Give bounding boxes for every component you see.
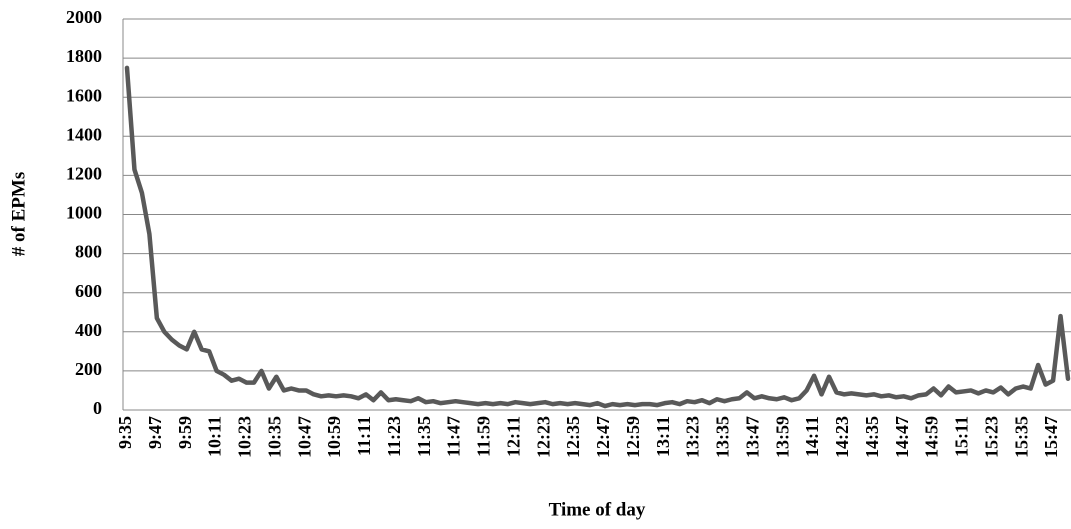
x-tick-label: 10:23 <box>235 416 255 458</box>
x-tick-label: 15:47 <box>1041 416 1061 458</box>
x-tick-label: 13:59 <box>772 416 792 458</box>
x-tick-label: 14:59 <box>922 416 942 458</box>
x-tick-label: 14:23 <box>832 416 852 458</box>
x-tick-label: 10:59 <box>324 416 344 458</box>
x-tick-label: 14:35 <box>862 416 882 458</box>
x-tick-label: 15:35 <box>1011 416 1031 458</box>
data-line <box>124 65 1071 409</box>
y-tick-label: 600 <box>75 281 102 301</box>
x-tick-label: 12:59 <box>623 416 643 458</box>
x-tick-label: 15:23 <box>981 416 1001 458</box>
x-tick-label: 11:47 <box>444 416 464 457</box>
y-tick-label: 1200 <box>66 164 102 184</box>
y-tick-label: 1000 <box>66 203 102 223</box>
x-tick-label: 9:47 <box>145 416 165 449</box>
x-tick-label: 9:35 <box>115 416 135 449</box>
x-tick-label: 13:11 <box>653 416 673 457</box>
x-tick-label: 9:59 <box>175 416 195 449</box>
y-tick-label: 1600 <box>66 85 102 105</box>
x-tick-label: 13:47 <box>742 416 762 458</box>
x-tick-label: 12:23 <box>533 416 553 458</box>
x-tick-label: 11:11 <box>354 416 374 456</box>
x-tick-label: 14:47 <box>892 416 912 458</box>
x-tick-label: 12:35 <box>563 416 583 458</box>
x-axis-title: Time of day <box>549 499 646 520</box>
y-tick-label: 400 <box>75 320 102 340</box>
x-tick-label: 10:47 <box>294 416 314 458</box>
x-tick-label: 12:11 <box>503 416 523 457</box>
x-tick-label: 11:35 <box>414 416 434 457</box>
y-tick-label: 2000 <box>66 7 102 27</box>
x-tick-label: 13:23 <box>683 416 703 458</box>
x-tick-label: 10:11 <box>205 416 225 457</box>
x-tick-label: 14:11 <box>802 416 822 457</box>
x-tick-label: 15:11 <box>952 416 972 457</box>
y-tick-label: 0 <box>93 398 102 418</box>
y-tick-label: 800 <box>75 242 102 262</box>
x-tick-label: 13:35 <box>713 416 733 458</box>
y-tick-label: 1800 <box>66 46 102 66</box>
x-tick-label: 11:23 <box>384 416 404 457</box>
x-tick-label: 11:59 <box>474 416 494 457</box>
y-tick-label: 200 <box>75 359 102 379</box>
x-tick-label: 12:47 <box>593 416 613 458</box>
y-tick-label: 1400 <box>66 124 102 144</box>
y-axis-title: # of EPMs <box>8 172 29 256</box>
x-tick-label: 10:35 <box>264 416 284 458</box>
